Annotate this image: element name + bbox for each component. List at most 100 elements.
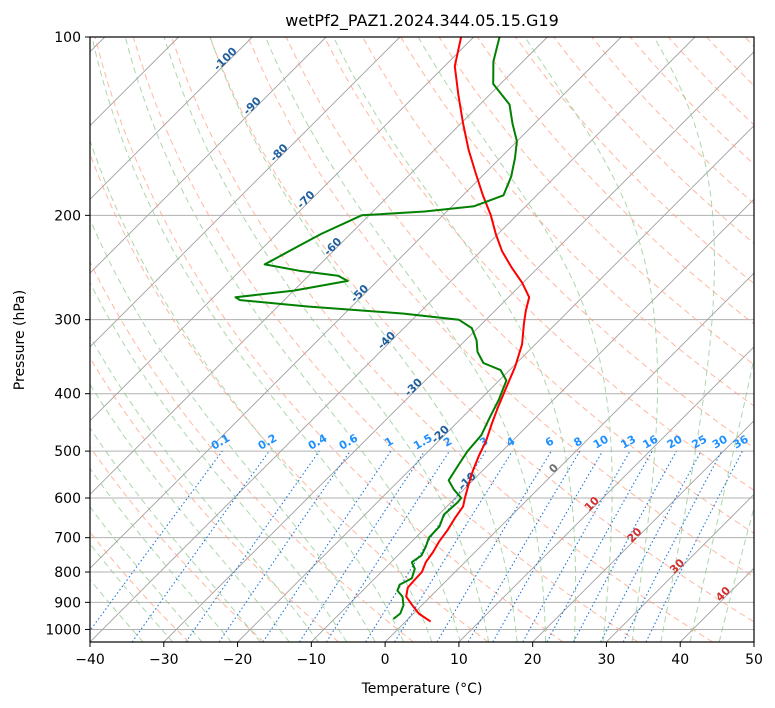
- moist-adiabat-line: [90, 335, 319, 642]
- dry-adiabat-line: [247, 37, 754, 578]
- dry-adiabat-label: -30: [402, 376, 425, 399]
- y-tick-label: 800: [54, 565, 81, 581]
- dry-adiabat-line: [744, 37, 754, 47]
- y-axis-label: Pressure (hPa): [12, 290, 28, 390]
- x-tick-label: 30: [598, 652, 616, 668]
- x-axis: −40 −30 −20 −10 0 10 20 30 40 50: [75, 642, 763, 668]
- dry-adiabat-line: [90, 446, 265, 642]
- moist-adiabat-line: [90, 281, 348, 642]
- mixing-ratio-label: 8: [572, 435, 585, 450]
- isotherm-line: [90, 37, 327, 274]
- dry-adiabat-line: [90, 260, 414, 642]
- x-tick-label: 10: [450, 652, 468, 668]
- mixing-ratio-lines: [90, 450, 743, 642]
- mixing-ratio-label: 0.1: [209, 432, 232, 453]
- x-tick-label: 50: [745, 652, 763, 668]
- dry-adiabat-line: [132, 37, 639, 642]
- mixing-ratio-line: [325, 450, 450, 642]
- y-tick-label: 1000: [45, 622, 81, 638]
- moist-adiabat-line: [417, 37, 613, 642]
- dry-adiabat-line: [285, 37, 754, 535]
- dry-adiabat-line: [90, 356, 339, 642]
- moist-adiabat-line: [163, 37, 490, 642]
- mixing-ratio-line: [90, 450, 223, 632]
- moist-adiabat-label: 40: [713, 584, 733, 604]
- isotherm-line: [753, 641, 754, 642]
- mixing-ratio-line: [645, 450, 743, 642]
- x-tick-label: −30: [149, 652, 179, 668]
- moist-adiabat-line: [90, 427, 261, 642]
- line-labels: 0.1 0.2 0.4 0.6 1 1.5 2 3 4 6 8 10 13 16 20 25 30 36-100-…: [209, 44, 751, 604]
- isotherm-line: [90, 37, 253, 200]
- mixing-ratio-label: 36: [731, 432, 751, 451]
- moist-adiabat-line: [90, 542, 174, 642]
- isotherm-line: [237, 124, 754, 642]
- mixing-ratio-line: [299, 450, 426, 642]
- mixing-ratio-line: [394, 450, 513, 642]
- isotherm-line: [679, 567, 754, 642]
- x-tick-label: 40: [671, 652, 689, 668]
- x-tick-label: −40: [75, 652, 105, 668]
- moist-adiabat-line: [209, 37, 518, 642]
- mixing-ratio-label: 25: [690, 433, 710, 452]
- moist-adiabat-line: [689, 356, 754, 642]
- isotherm-line: [90, 37, 475, 422]
- moist-adiabat-line: [91, 37, 433, 642]
- y-tick-label: 600: [54, 491, 81, 507]
- dry-adiabat-line: [94, 37, 564, 642]
- dry-adiabat-line: [515, 37, 754, 285]
- moist-adiabat-line: [265, 37, 547, 642]
- y-tick-label: 500: [54, 444, 81, 460]
- dry-adiabat-label: -70: [294, 188, 317, 211]
- isotherm-line: [90, 37, 548, 496]
- moist-adiabat-line: [333, 37, 577, 642]
- x-tick-label: −10: [297, 652, 327, 668]
- y-tick-label: 300: [54, 313, 81, 329]
- y-tick-label: 400: [54, 387, 81, 403]
- mixing-ratio-label: 6: [543, 434, 556, 449]
- chart-title: wetPf2_PAZ1.2024.344.05.15.G19: [285, 11, 559, 31]
- isotherm-line: [163, 51, 754, 642]
- mixing-ratio-label: 0.4: [306, 431, 330, 452]
- mixing-ratio-label: 30: [710, 432, 730, 451]
- plot-frame: [89, 36, 755, 643]
- dry-adiabat-line: [629, 37, 754, 165]
- moist-adiabat-label: 10: [582, 494, 602, 514]
- mixing-ratio-label: 1: [383, 435, 396, 450]
- mixing-ratio-line: [546, 450, 653, 642]
- moist-adiabat-label: 20: [625, 525, 645, 545]
- moist-adiabat-line: [90, 578, 144, 642]
- moist-adiabat-line: [90, 506, 203, 642]
- isotherm-line: [606, 493, 754, 642]
- moist-adiabat-line: [124, 37, 461, 642]
- moist-adiabat-line: [90, 383, 290, 642]
- isotherm-line: [90, 37, 401, 348]
- mixing-ratio-line: [262, 450, 392, 642]
- isotherm-line: [90, 37, 622, 569]
- mixing-ratio-line: [573, 450, 677, 642]
- moist-adiabat-line: [90, 139, 405, 642]
- y-tick-label: 200: [54, 208, 81, 224]
- moist-adiabat-line: [524, 37, 659, 642]
- dewpoint-line: [234, 37, 518, 620]
- dry-adiabat-line: [438, 37, 754, 366]
- sounding-series: [234, 37, 531, 623]
- temperature-line: [405, 37, 531, 623]
- dry-adiabat-line: [323, 37, 754, 491]
- y-tick-label: 100: [54, 30, 81, 46]
- dry-adiabat-label: -50: [348, 282, 371, 305]
- dry-adiabat-line: [90, 531, 190, 642]
- moist-adiabat-line: [718, 505, 754, 642]
- moist-adiabat-line: [653, 37, 715, 642]
- mixing-ratio-label: 10: [591, 432, 611, 451]
- dry-adiabat-label: -100: [211, 44, 240, 73]
- dry-adiabat-label: -80: [267, 141, 290, 164]
- moist-adiabat-line: [90, 467, 232, 642]
- dry-adiabat-line: [476, 37, 754, 325]
- mixing-ratio-label: 13: [618, 433, 638, 452]
- mixing-ratio-label: 16: [641, 432, 661, 451]
- grid-layer: [90, 37, 754, 642]
- x-tick-label: 0: [381, 652, 390, 668]
- dry-adiabat-line: [553, 37, 754, 245]
- mixing-ratio-label: 20: [665, 432, 685, 451]
